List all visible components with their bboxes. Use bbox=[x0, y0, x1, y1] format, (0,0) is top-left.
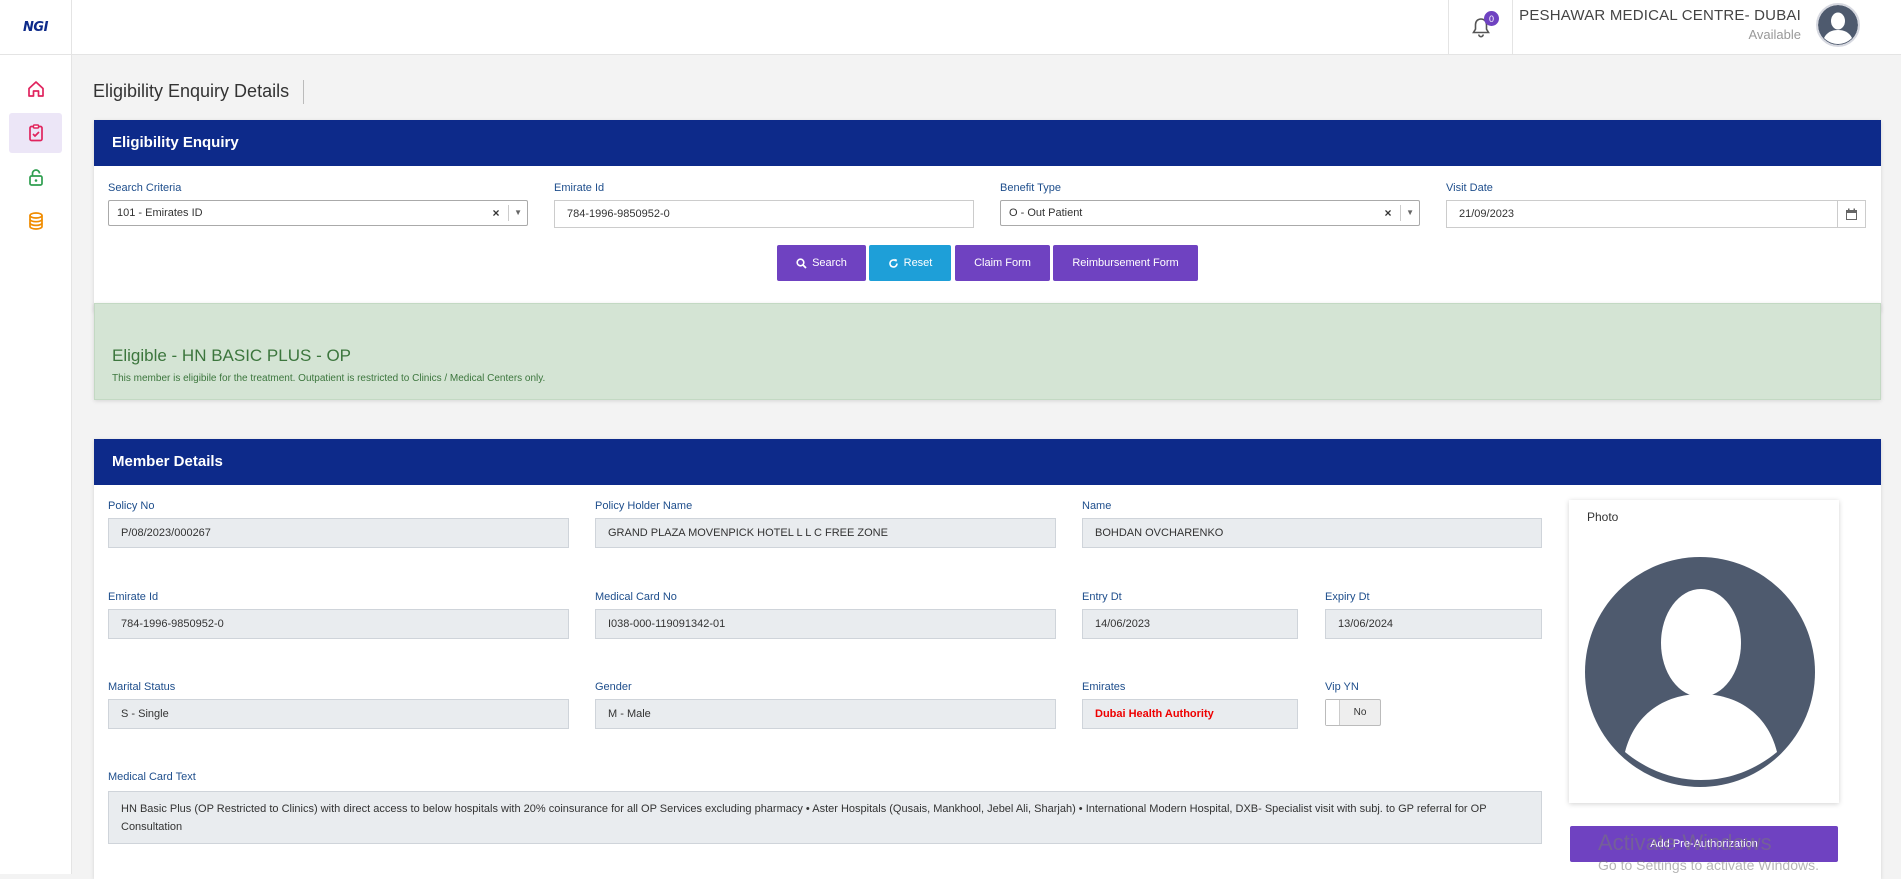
medical-card-text-field: HN Basic Plus (OP Restricted to Clinics)… bbox=[108, 791, 1542, 844]
eligibility-status-card bbox=[94, 303, 1881, 400]
member-emirate-id-field: 784-1996-9850952-0 bbox=[108, 609, 569, 639]
lock-icon bbox=[28, 169, 43, 186]
vip-toggle-value: No bbox=[1353, 707, 1367, 718]
select-separator bbox=[508, 205, 509, 221]
refresh-icon bbox=[888, 258, 898, 268]
add-pre-authorization-button[interactable]: Add Pre-Authorization bbox=[1570, 826, 1838, 862]
sidebar-item-database[interactable] bbox=[9, 201, 62, 241]
emirates-label: Emirates bbox=[1082, 681, 1126, 693]
chevron-down-icon[interactable]: ▼ bbox=[1406, 208, 1414, 217]
eligibility-message: This member is eligibile for the treatme… bbox=[112, 373, 546, 384]
user-status: Available bbox=[1748, 27, 1801, 42]
policy-holder-label: Policy Holder Name bbox=[595, 500, 693, 512]
visit-date-input[interactable]: 21/09/2023 bbox=[1446, 200, 1866, 228]
search-criteria-label: Search Criteria bbox=[108, 182, 182, 194]
org-name: PESHAWAR MEDICAL CENTRE- DUBAI bbox=[1519, 7, 1801, 24]
emirate-id-label: Emirate Id bbox=[554, 182, 605, 194]
sidebar-item-eligibility[interactable] bbox=[9, 113, 62, 153]
benefit-type-label: Benefit Type bbox=[1000, 182, 1061, 194]
activate-windows-hint: Go to Settings to activate Windows. bbox=[1598, 857, 1819, 873]
policy-no-label: Policy No bbox=[108, 500, 155, 512]
marital-status-label: Marital Status bbox=[108, 681, 176, 693]
expiry-dt-label: Expiry Dt bbox=[1325, 591, 1370, 603]
expiry-dt-field: 13/06/2024 bbox=[1325, 609, 1542, 639]
database-icon bbox=[28, 212, 43, 230]
emirate-id-input[interactable]: 784-1996-9850952-0 bbox=[554, 200, 974, 228]
reset-button[interactable]: Reset bbox=[869, 245, 951, 281]
gender-label: Gender bbox=[595, 681, 632, 693]
benefit-type-value: O - Out Patient bbox=[1009, 207, 1083, 219]
medical-card-text-label: Medical Card Text bbox=[108, 771, 196, 783]
medical-card-no-label: Medical Card No bbox=[595, 591, 677, 603]
search-criteria-select[interactable]: 101 - Emirates ID × ▼ bbox=[108, 200, 528, 226]
user-info: PESHAWAR MEDICAL CENTRE- DUBAI Available bbox=[1519, 7, 1801, 42]
home-icon bbox=[27, 81, 44, 97]
eligibility-alert-content: Eligible - HN BASIC PLUS - OP This membe… bbox=[94, 303, 1881, 400]
policy-no-field: P/08/2023/000267 bbox=[108, 518, 569, 548]
calendar-button[interactable] bbox=[1837, 201, 1865, 227]
sidebar-item-home[interactable] bbox=[9, 69, 62, 109]
eligibility-title: Eligible - HN BASIC PLUS - OP bbox=[112, 346, 352, 365]
sidebar-item-security[interactable] bbox=[9, 157, 62, 197]
top-bar: NGI 0 PESHAWAR MEDICAL CENTRE- DUBAI Ava… bbox=[0, 0, 1901, 55]
reimbursement-form-button[interactable]: Reimbursement Form bbox=[1053, 245, 1198, 281]
name-label: Name bbox=[1082, 500, 1112, 512]
clear-icon[interactable]: × bbox=[492, 206, 500, 220]
activate-windows-watermark: Activate Windows bbox=[1598, 830, 1772, 855]
name-field: BOHDAN OVCHARENKO bbox=[1082, 518, 1542, 548]
member-photo-placeholder-icon bbox=[1585, 557, 1815, 787]
eligibility-alert bbox=[94, 303, 1881, 400]
logo-area[interactable]: NGI bbox=[0, 0, 72, 55]
calendar-icon bbox=[1846, 208, 1857, 220]
notifications-button[interactable]: 0 bbox=[1448, 0, 1513, 55]
user-avatar[interactable] bbox=[1816, 3, 1860, 47]
policy-holder-field: GRAND PLAZA MOVENPICK HOTEL L L C FREE Z… bbox=[595, 518, 1056, 548]
app-logo[interactable]: NGI bbox=[23, 20, 48, 35]
claim-form-button[interactable]: Claim Form bbox=[955, 245, 1050, 281]
search-icon bbox=[796, 257, 807, 269]
search-criteria-value: 101 - Emirates ID bbox=[117, 207, 203, 219]
avatar-icon bbox=[1818, 5, 1858, 45]
notification-count-badge: 0 bbox=[1484, 11, 1499, 26]
page-title: Eligibility Enquiry Details bbox=[93, 80, 305, 104]
sidebar bbox=[0, 55, 72, 874]
visit-date-label: Visit Date bbox=[1446, 182, 1493, 194]
clipboard-check-icon bbox=[28, 124, 43, 142]
clear-icon[interactable]: × bbox=[1384, 206, 1392, 220]
vip-toggle[interactable]: No bbox=[1325, 699, 1381, 726]
medical-card-no-field: I038-000-119091342-01 bbox=[595, 609, 1056, 639]
entry-dt-label: Entry Dt bbox=[1082, 591, 1122, 603]
search-button-label: Search bbox=[812, 257, 847, 269]
gender-field: M - Male bbox=[595, 699, 1056, 729]
toggle-knob bbox=[1326, 700, 1340, 725]
search-button[interactable]: Search bbox=[777, 245, 866, 281]
benefit-type-select[interactable]: O - Out Patient × ▼ bbox=[1000, 200, 1420, 226]
reset-button-label: Reset bbox=[903, 257, 933, 269]
photo-card: Photo bbox=[1569, 500, 1839, 803]
chevron-down-icon[interactable]: ▼ bbox=[514, 208, 522, 217]
eligibility-enquiry-header: Eligibility Enquiry bbox=[94, 120, 1881, 166]
member-emirate-id-label: Emirate Id bbox=[108, 591, 159, 603]
photo-label: Photo bbox=[1587, 510, 1619, 524]
select-separator bbox=[1400, 205, 1401, 221]
entry-dt-field: 14/06/2023 bbox=[1082, 609, 1298, 639]
marital-status-field: S - Single bbox=[108, 699, 569, 729]
member-details-header: Member Details bbox=[94, 439, 1881, 485]
bell-icon bbox=[1471, 17, 1490, 37]
visit-date-value: 21/09/2023 bbox=[1459, 208, 1515, 220]
emirates-field: Dubai Health Authority bbox=[1082, 699, 1298, 729]
vip-yn-label: Vip YN bbox=[1325, 681, 1359, 693]
